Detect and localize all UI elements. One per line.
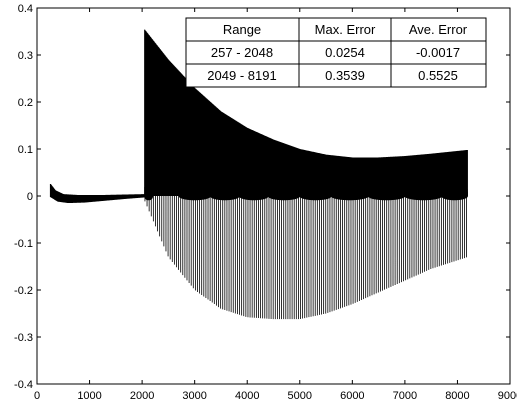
x-tick-label: 2000 [130, 390, 154, 402]
table-cell-max-error-2: 0.3539 [325, 68, 365, 83]
y-tick-label: 0.4 [18, 3, 33, 15]
results-table: Range Max. Error Ave. Error 257 - 2048 0… [185, 17, 487, 88]
x-tick-label: 5000 [288, 390, 312, 402]
x-tick-label: 3000 [182, 390, 206, 402]
x-tick-label: 7000 [393, 390, 417, 402]
table-header-ave-error: Ave. Error [409, 22, 468, 37]
y-tick-label: 0 [27, 191, 33, 203]
series-segment-high-range [144, 29, 468, 320]
series-segment-low-range [49, 184, 145, 204]
x-tick-label: 9000 [498, 390, 517, 402]
table-cell-range-1: 257 - 2048 [211, 45, 273, 60]
y-tick-label: 0.3 [18, 50, 33, 62]
y-tick-label: -0.4 [14, 379, 33, 391]
x-tick-label: 8000 [445, 390, 469, 402]
beat-lobes [144, 167, 468, 201]
oscillation-band-lower [144, 196, 467, 320]
y-tick-label: 0.2 [18, 97, 33, 109]
y-tick-label: -0.1 [14, 238, 33, 250]
table-cell-ave-error-1: -0.0017 [416, 45, 460, 60]
x-tick-label: 6000 [340, 390, 364, 402]
y-tick-label: -0.2 [14, 285, 33, 297]
x-tick-label: 0 [34, 390, 40, 402]
table-cell-ave-error-2: 0.5525 [418, 68, 458, 83]
oscillation-band-low-range [49, 184, 145, 204]
table-header-range: Range [223, 22, 261, 37]
table-cell-max-error-1: 0.0254 [325, 45, 365, 60]
y-tick-label: 0.1 [18, 144, 33, 156]
x-tick-label: 1000 [77, 390, 101, 402]
table-cell-range-2: 2049 - 8191 [207, 68, 276, 83]
y-tick-label: -0.3 [14, 332, 33, 344]
table-header-max-error: Max. Error [315, 22, 376, 37]
x-tick-label: 4000 [235, 390, 259, 402]
